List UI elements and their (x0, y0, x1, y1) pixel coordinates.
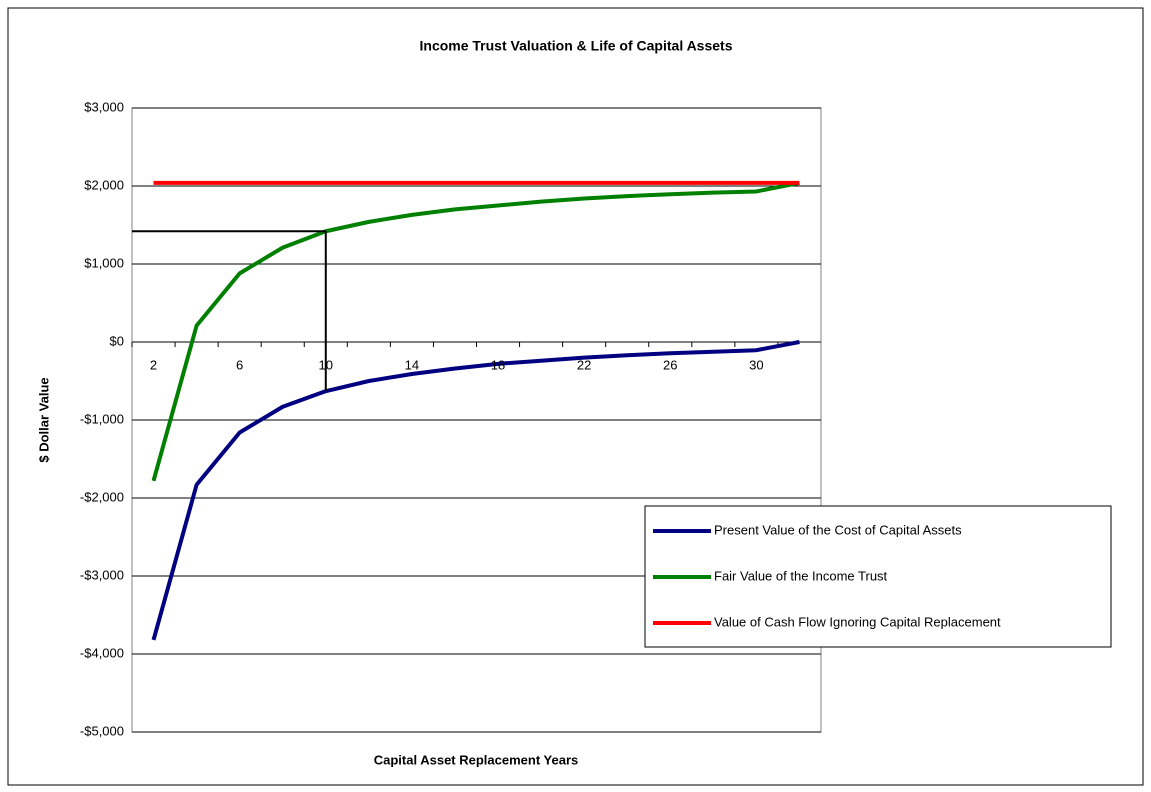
legend-label: Fair Value of the Income Trust (714, 568, 888, 583)
legend (644, 505, 1112, 648)
y-tick-label: $0 (110, 333, 124, 348)
chart-title: Income Trust Valuation & Life of Capital… (420, 38, 733, 54)
series-line (151, 180, 800, 482)
x-tick-label: 30 (749, 357, 763, 372)
y-tick-label: -$5,000 (80, 723, 124, 738)
x-axis-label: Capital Asset Replacement Years (374, 752, 579, 767)
x-tick-label: 26 (663, 357, 677, 372)
x-tick-label: 22 (577, 357, 591, 372)
legend-label: Value of Cash Flow Ignoring Capital Repl… (714, 614, 1001, 629)
y-tick-label: $1,000 (84, 255, 124, 270)
legend-label: Present Value of the Cost of Capital Ass… (714, 522, 962, 537)
y-tick-label: -$2,000 (80, 489, 124, 504)
y-tick-label: $2,000 (84, 177, 124, 192)
y-tick-label: -$1,000 (80, 411, 124, 426)
x-tick-label: 14 (405, 357, 419, 372)
y-tick-label: -$4,000 (80, 645, 124, 660)
y-tick-label: -$3,000 (80, 567, 124, 582)
x-tick-label: 2 (150, 357, 157, 372)
series-line (151, 340, 800, 641)
y-tick-label: $3,000 (84, 99, 124, 114)
x-tick-label: 18 (491, 357, 505, 372)
x-tick-label: 6 (236, 357, 243, 372)
y-axis-label: $ Dollar Value (36, 377, 51, 462)
x-tick-label: 10 (319, 357, 333, 372)
